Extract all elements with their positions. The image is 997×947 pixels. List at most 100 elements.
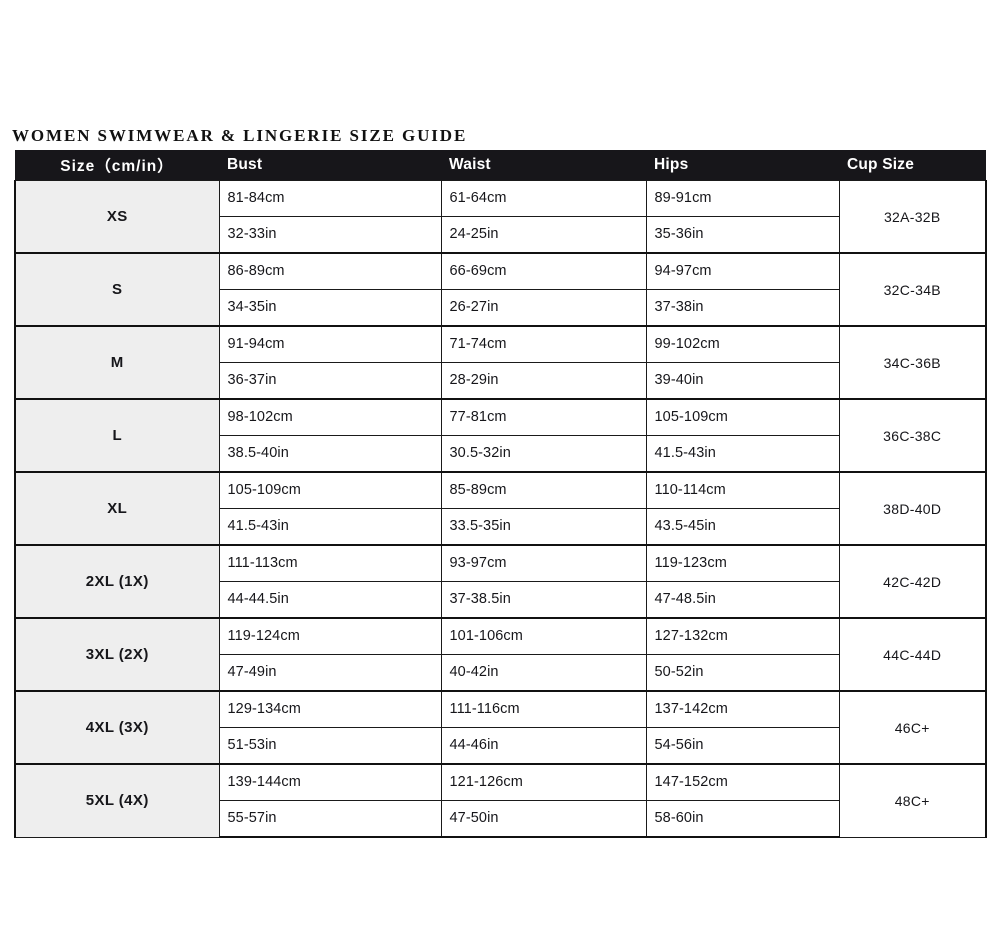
- measurement-cell-bust-in: 55-57in: [218, 800, 442, 838]
- size-label-cell: 3XL (2X): [14, 617, 220, 692]
- measurement-cell-bust-cm: 111-113cm: [218, 544, 442, 582]
- cup-size-cell: 44C-44D: [838, 617, 987, 692]
- cup-size-cell: 32C-34B: [838, 252, 987, 327]
- table-row: 32-33in 24-25in 35-36in: [15, 216, 986, 254]
- measurement-cell-hips-cm: 137-142cm: [645, 690, 840, 728]
- size-label-cell: S: [14, 252, 220, 327]
- table-row: 47-49in 40-42in 50-52in: [15, 654, 986, 692]
- table-row: 41.5-43in 33.5-35in 43.5-45in: [15, 508, 986, 546]
- size-label-cell: L: [14, 398, 220, 473]
- measurement-cell-hips-cm: 147-152cm: [645, 763, 840, 801]
- table-row: 51-53in 44-46in 54-56in: [15, 727, 986, 765]
- column-header-size: Size（cm/in）: [15, 150, 219, 181]
- measurement-cell-bust-in: 44-44.5in: [218, 581, 442, 619]
- cup-size-cell: 48C+: [838, 763, 987, 838]
- measurement-cell-hips-cm: 127-132cm: [645, 617, 840, 655]
- table-row: 4XL (3X) 129-134cm 111-116cm 137-142cm 46C+: [14, 690, 987, 765]
- cup-size-cell: 32A-32B: [838, 180, 987, 254]
- measurement-cell-hips-in: 43.5-45in: [645, 508, 840, 546]
- measurement-cell-waist-cm: 121-126cm: [440, 763, 647, 801]
- measurement-cell-waist-in: 30.5-32in: [440, 435, 647, 473]
- measurement-cell-bust-cm: 81-84cm: [218, 180, 442, 217]
- measurement-cell-hips-in: 41.5-43in: [645, 435, 840, 473]
- column-header-bust: Bust: [219, 150, 441, 181]
- column-header-cup: Cup Size: [839, 150, 986, 181]
- size-label-cell: 5XL (4X): [14, 763, 220, 838]
- cup-size-cell: 42C-42D: [838, 544, 987, 619]
- measurement-cell-bust-in: 36-37in: [218, 362, 442, 400]
- measurement-cell-waist-in: 28-29in: [440, 362, 647, 400]
- page-title: WOMEN SWIMWEAR & LINGERIE SIZE GUIDE: [12, 126, 468, 145]
- table-row: 55-57in 47-50in 58-60in: [15, 800, 986, 838]
- size-label-cell: XS: [14, 180, 220, 254]
- measurement-cell-hips-cm: 110-114cm: [645, 471, 840, 509]
- measurement-cell-bust-in: 51-53in: [218, 727, 442, 765]
- table-row: M 91-94cm 71-74cm 99-102cm 34C-36B: [14, 325, 987, 400]
- measurement-cell-waist-in: 44-46in: [440, 727, 647, 765]
- measurement-cell-waist-cm: 71-74cm: [440, 325, 647, 363]
- measurement-cell-hips-in: 47-48.5in: [645, 581, 840, 619]
- size-table-container: Size（cm/in） Bust Waist Hips Cup Size XS 8…: [14, 150, 987, 838]
- size-guide-table: Size（cm/in） Bust Waist Hips Cup Size XS 8…: [14, 150, 987, 838]
- measurement-cell-waist-cm: 101-106cm: [440, 617, 647, 655]
- measurement-cell-hips-in: 37-38in: [645, 289, 840, 327]
- measurement-cell-waist-cm: 66-69cm: [440, 252, 647, 290]
- cup-size-cell: 34C-36B: [838, 325, 987, 400]
- measurement-cell-bust-cm: 105-109cm: [218, 471, 442, 509]
- measurement-cell-bust-cm: 129-134cm: [218, 690, 442, 728]
- measurement-cell-waist-cm: 61-64cm: [440, 180, 647, 217]
- table-row: 5XL (4X) 139-144cm 121-126cm 147-152cm 48C+: [14, 763, 987, 838]
- table-body: XS 81-84cm 61-64cm 89-91cm 32A-32B 32-33in 24-…: [14, 180, 987, 838]
- size-label-cell: 4XL (3X): [14, 690, 220, 765]
- size-label-cell: 2XL (1X): [14, 544, 220, 619]
- measurement-cell-waist-cm: 111-116cm: [440, 690, 647, 728]
- measurement-cell-hips-in: 50-52in: [645, 654, 840, 692]
- table-row: 2XL (1X) 111-113cm 93-97cm 119-123cm 42C-42D: [14, 544, 987, 619]
- table-row: XS 81-84cm 61-64cm 89-91cm 32A-32B: [14, 180, 987, 254]
- measurement-cell-waist-cm: 93-97cm: [440, 544, 647, 582]
- measurement-cell-hips-in: 39-40in: [645, 362, 840, 400]
- measurement-cell-waist-in: 40-42in: [440, 654, 647, 692]
- cup-size-cell: 38D-40D: [838, 471, 987, 546]
- measurement-cell-bust-cm: 86-89cm: [218, 252, 442, 290]
- measurement-cell-waist-in: 37-38.5in: [440, 581, 647, 619]
- measurement-cell-bust-in: 41.5-43in: [218, 508, 442, 546]
- table-row: 44-44.5in 37-38.5in 47-48.5in: [15, 581, 986, 619]
- measurement-cell-hips-in: 58-60in: [645, 800, 840, 838]
- table-row: 36-37in 28-29in 39-40in: [15, 362, 986, 400]
- measurement-cell-bust-in: 32-33in: [218, 216, 442, 254]
- measurement-cell-waist-in: 24-25in: [440, 216, 647, 254]
- table-row: 38.5-40in 30.5-32in 41.5-43in: [15, 435, 986, 473]
- measurement-cell-hips-cm: 89-91cm: [645, 180, 840, 217]
- measurement-cell-bust-in: 47-49in: [218, 654, 442, 692]
- measurement-cell-waist-cm: 77-81cm: [440, 398, 647, 436]
- table-row: L 98-102cm 77-81cm 105-109cm 36C-38C: [14, 398, 987, 473]
- measurement-cell-bust-in: 38.5-40in: [218, 435, 442, 473]
- measurement-cell-waist-in: 47-50in: [440, 800, 647, 838]
- table-row: XL 105-109cm 85-89cm 110-114cm 38D-40D: [14, 471, 987, 546]
- cup-size-cell: 36C-38C: [838, 398, 987, 473]
- size-label-cell: XL: [14, 471, 220, 546]
- measurement-cell-bust-cm: 139-144cm: [218, 763, 442, 801]
- measurement-cell-bust-cm: 91-94cm: [218, 325, 442, 363]
- measurement-cell-hips-cm: 105-109cm: [645, 398, 840, 436]
- cup-size-cell: 46C+: [838, 690, 987, 765]
- column-header-waist: Waist: [441, 150, 646, 181]
- measurement-cell-hips-cm: 94-97cm: [645, 252, 840, 290]
- size-label-cell: M: [14, 325, 220, 400]
- measurement-cell-hips-in: 35-36in: [645, 216, 840, 254]
- measurement-cell-waist-cm: 85-89cm: [440, 471, 647, 509]
- measurement-cell-bust-cm: 119-124cm: [218, 617, 442, 655]
- table-row: S 86-89cm 66-69cm 94-97cm 32C-34B: [14, 252, 987, 327]
- table-row: 34-35in 26-27in 37-38in: [15, 289, 986, 327]
- measurement-cell-hips-in: 54-56in: [645, 727, 840, 765]
- measurement-cell-waist-in: 26-27in: [440, 289, 647, 327]
- measurement-cell-hips-cm: 119-123cm: [645, 544, 840, 582]
- measurement-cell-bust-cm: 98-102cm: [218, 398, 442, 436]
- table-row: 3XL (2X) 119-124cm 101-106cm 127-132cm 44C-4…: [14, 617, 987, 692]
- column-header-hips: Hips: [646, 150, 839, 181]
- measurement-cell-bust-in: 34-35in: [218, 289, 442, 327]
- table-header: Size（cm/in） Bust Waist Hips Cup Size: [15, 150, 986, 181]
- measurement-cell-hips-cm: 99-102cm: [645, 325, 840, 363]
